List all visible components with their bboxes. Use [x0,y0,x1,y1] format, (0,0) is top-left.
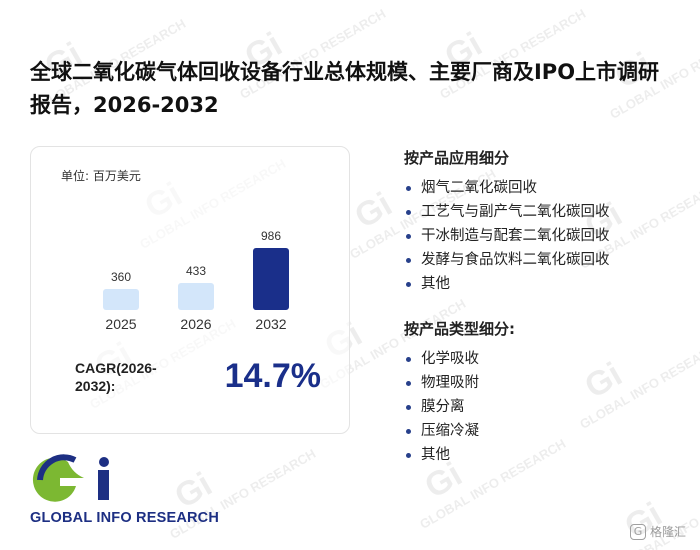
type-segment-title: 按产品类型细分: [404,320,515,338]
type-item: 其他 [404,443,694,467]
square-g-icon: G [629,523,646,540]
x-tick-label-2026: 2026 [180,316,211,332]
application-item: 干冰制造与配套二氧化碳回收 [404,224,694,248]
x-tick-label-2025: 2025 [105,316,136,332]
application-item: 工艺气与副产气二氧化碳回收 [404,200,694,224]
x-tick-label-2032: 2032 [255,316,286,332]
application-list: 烟气二氧化碳回收 工艺气与副产气二氧化碳回收 干冰制造与配套二氧化碳回收 发酵与食品饮… [404,176,694,296]
data-label-2025: 360 [111,270,131,284]
type-item: 压缩冷凝 [404,419,694,443]
logo-text: GLOBAL INFO RESEARCH [30,510,220,526]
company-logo: GLOBAL INFO RESEARCH [30,452,230,532]
bar-chart: 360 2025 433 2026 986 2032 [91,229,301,332]
corner-badge: G 格隆汇 [629,523,686,540]
chart-unit-label: 单位: 百万美元 [61,169,141,183]
cagr-block: CAGR(2026-2032): 14.7% [75,357,335,417]
type-item: 化学吸收 [404,347,694,371]
bar-2025 [103,289,139,310]
application-segment-title: 按产品应用细分 [404,149,510,167]
bar-2026 [178,283,214,310]
gi-logo-mark [32,454,109,502]
type-segment: 按产品类型细分: 化学吸收 物理吸附 膜分离 压缩冷凝 其他 [404,318,694,467]
type-item: 膜分离 [404,395,694,419]
bar-2032 [253,248,289,310]
application-segment: 按产品应用细分 烟气二氧化碳回收 工艺气与副产气二氧化碳回收 干冰制造与配套二氧化碳… [404,147,694,296]
application-item: 其他 [404,272,694,296]
cagr-value: 14.7% [224,357,321,395]
corner-badge-text: 格隆汇 [649,525,686,539]
page-title: 全球二氧化碳气体回收设备行业总体规模、主要厂商及IPO上市调研报告，2026-2… [30,60,660,117]
application-item: 烟气二氧化碳回收 [404,176,694,200]
type-list: 化学吸收 物理吸附 膜分离 压缩冷凝 其他 [404,347,694,467]
data-label-2032: 986 [261,229,281,243]
cagr-label: CAGR(2026-2032): [75,360,157,394]
chart-card: 单位: 百万美元 360 2025 433 2026 986 2032 CAGR(2026… [30,146,350,434]
data-label-2026: 433 [186,264,206,278]
type-item: 物理吸附 [404,371,694,395]
application-item: 发酵与食品饮料二氧化碳回收 [404,248,694,272]
